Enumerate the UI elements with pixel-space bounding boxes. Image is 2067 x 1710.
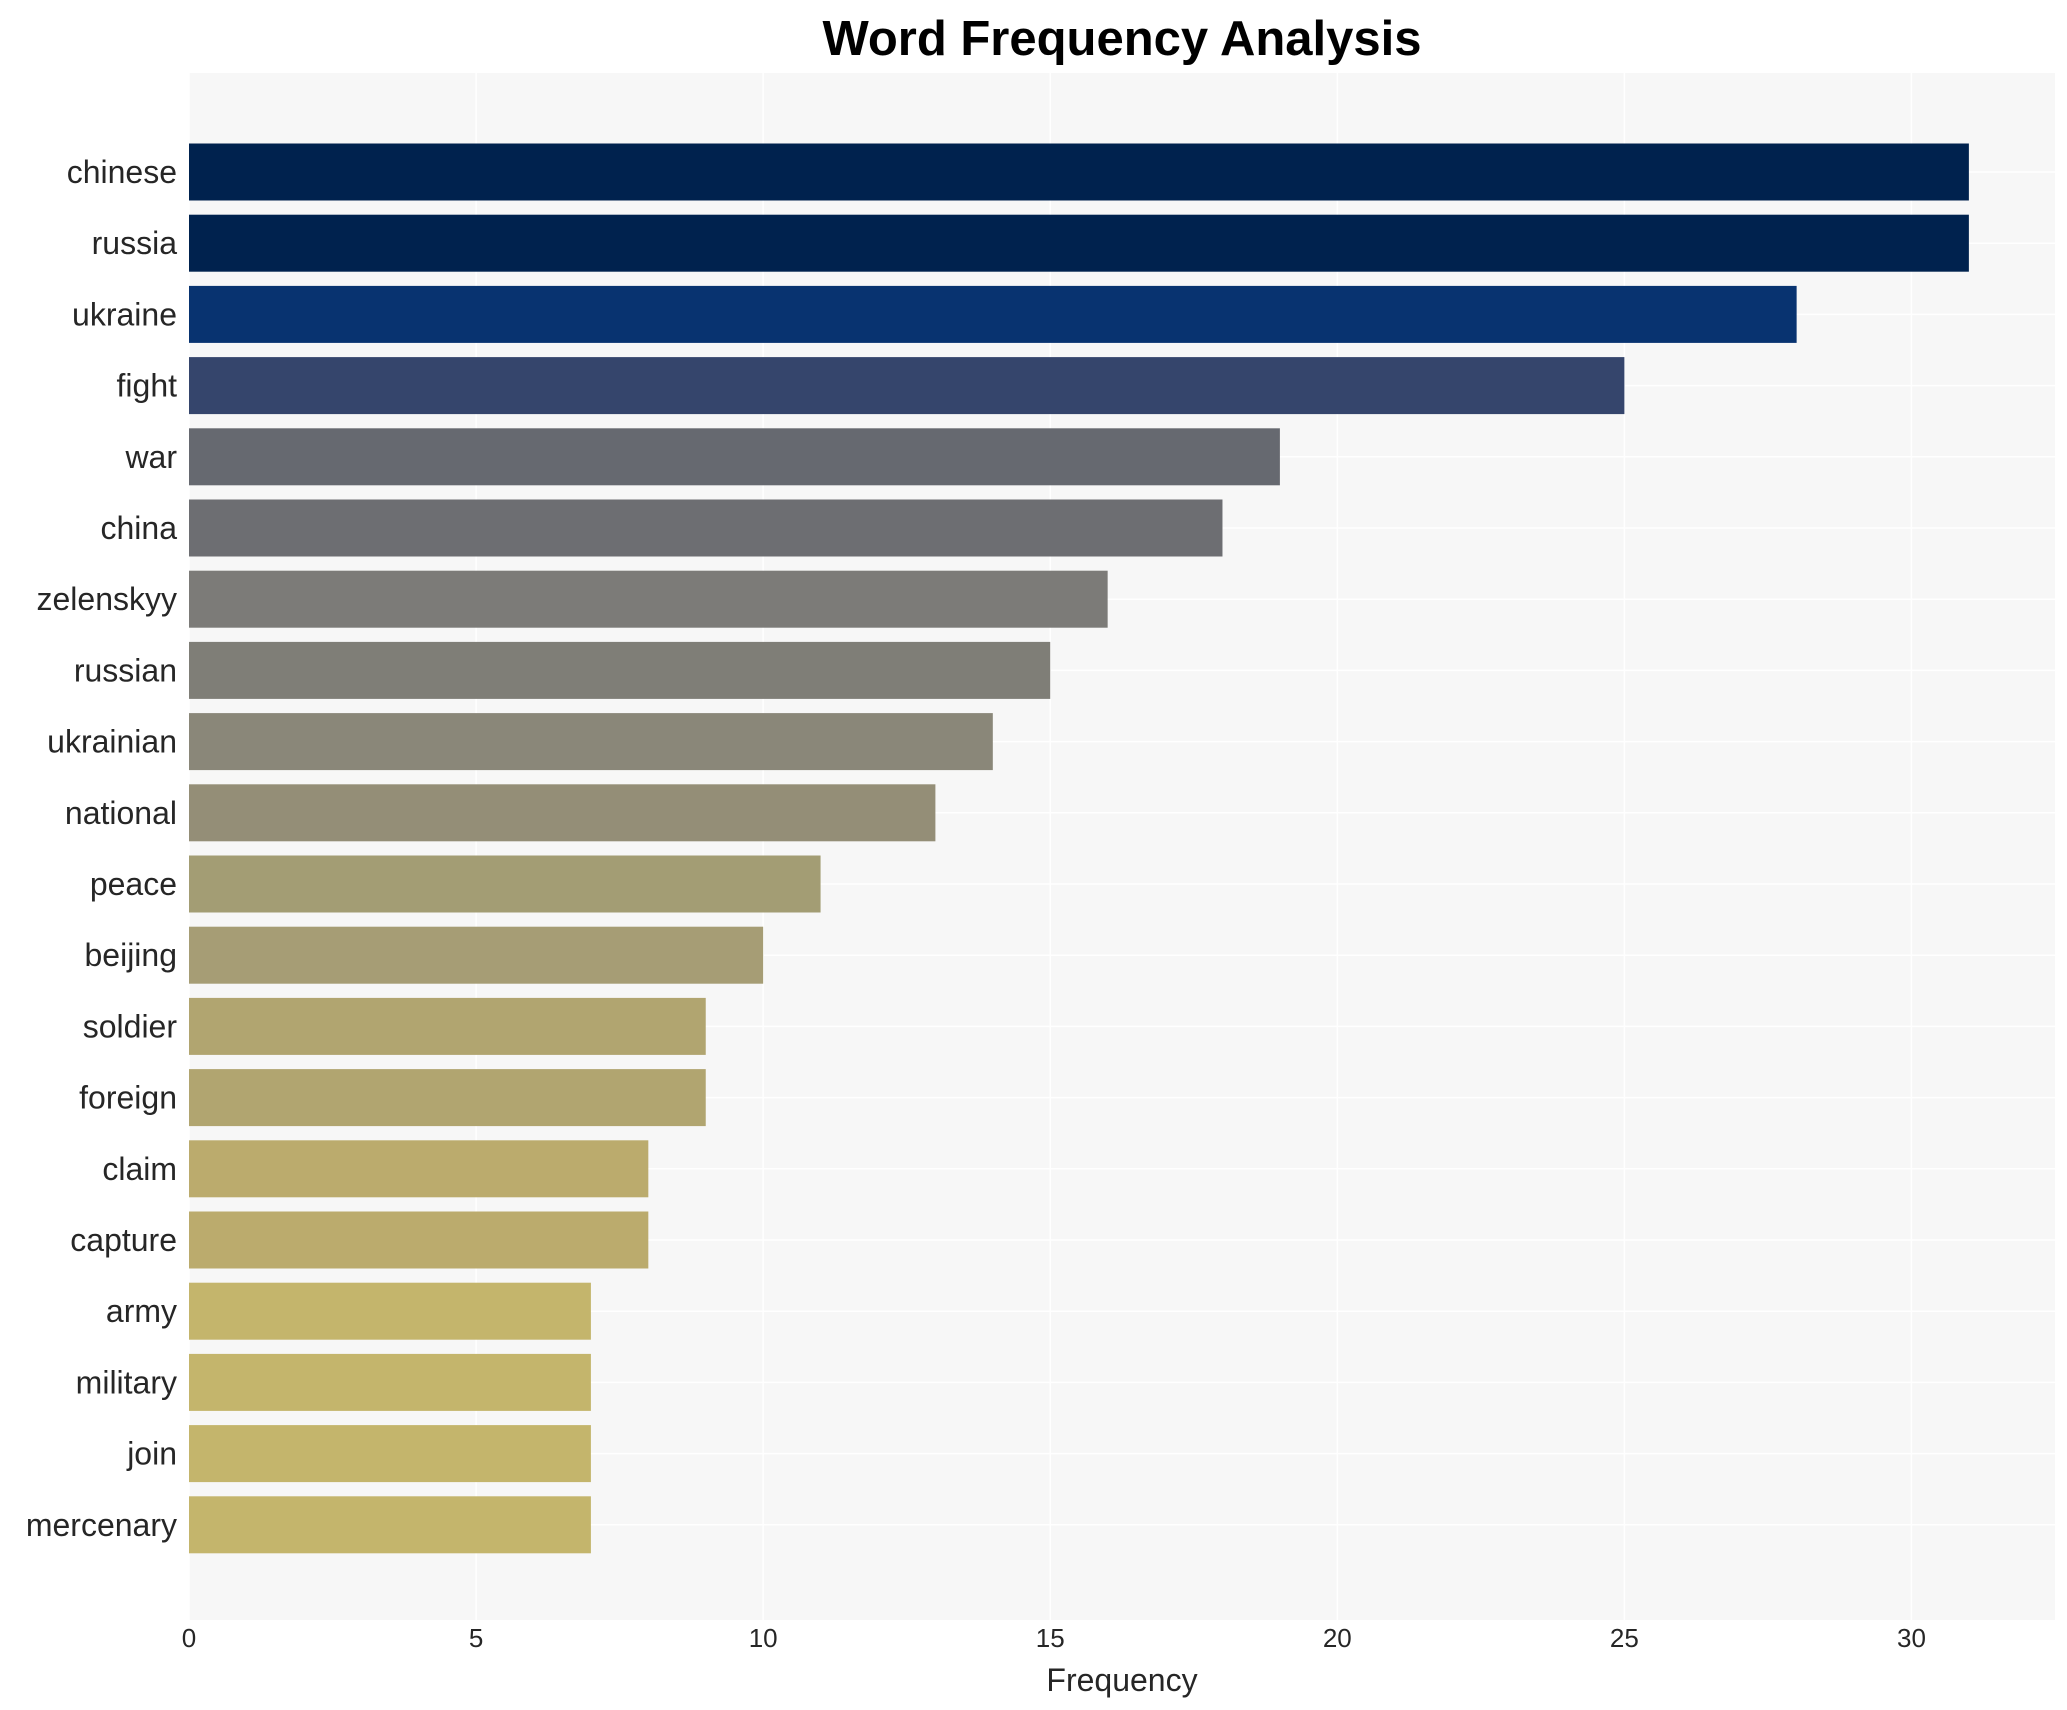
y-tick-label: capture [70, 1222, 177, 1258]
y-tick-label: join [126, 1436, 177, 1472]
bar-beijing [189, 926, 764, 984]
bar-ukraine [189, 285, 1797, 343]
y-tick-label: russia [92, 225, 178, 261]
y-tick-label: china [101, 510, 178, 546]
bar-russia [189, 214, 1969, 272]
chart-title: Word Frequency Analysis [822, 12, 1421, 66]
bar-join [189, 1425, 591, 1483]
bar-china [189, 499, 1223, 557]
x-tick-label: 30 [1897, 1623, 1926, 1653]
x-tick-label: 10 [749, 1623, 778, 1653]
x-tick-label: 0 [182, 1623, 196, 1653]
bar-zelenskyy [189, 570, 1108, 628]
bar-war [189, 428, 1280, 486]
y-tick-label: war [124, 439, 177, 475]
x-tick-label: 15 [1036, 1623, 1065, 1653]
y-tick-label: army [106, 1293, 177, 1329]
x-tick-labels: 0 5 10 15 20 25 30 [182, 1623, 1926, 1653]
y-tick-label: ukrainian [47, 724, 177, 760]
y-tick-label: russian [74, 652, 177, 688]
bar-ukrainian [189, 713, 993, 771]
y-tick-label: zelenskyy [37, 581, 178, 617]
bar-military [189, 1353, 591, 1411]
y-tick-labels: chinese russia ukraine fight war china zelensk… [26, 154, 178, 1543]
bars [189, 143, 1969, 1554]
bar-fight [189, 357, 1625, 415]
bar-claim [189, 1140, 649, 1198]
bar-peace [189, 855, 821, 913]
bar-russian [189, 641, 1051, 699]
y-tick-label: beijing [84, 937, 177, 973]
x-axis-label: Frequency [1046, 1662, 1197, 1698]
y-tick-label: ukraine [72, 296, 177, 332]
y-tick-label: claim [102, 1151, 177, 1187]
bar-national [189, 784, 936, 842]
y-tick-label: chinese [67, 154, 177, 190]
bar-soldier [189, 997, 706, 1055]
x-tick-label: 20 [1323, 1623, 1352, 1653]
y-tick-label: soldier [83, 1008, 178, 1044]
x-tick-label: 5 [469, 1623, 483, 1653]
y-tick-label: mercenary [26, 1507, 177, 1543]
x-tick-label: 25 [1610, 1623, 1639, 1653]
bar-capture [189, 1211, 649, 1269]
bar-army [189, 1282, 591, 1340]
bar-foreign [189, 1069, 706, 1127]
bar-chinese [189, 143, 1969, 201]
y-tick-label: national [65, 795, 177, 831]
y-tick-label: peace [90, 866, 177, 902]
bar-mercenary [189, 1496, 591, 1554]
y-tick-label: foreign [79, 1080, 177, 1116]
y-tick-label: military [76, 1364, 177, 1400]
y-tick-label: fight [117, 368, 178, 404]
